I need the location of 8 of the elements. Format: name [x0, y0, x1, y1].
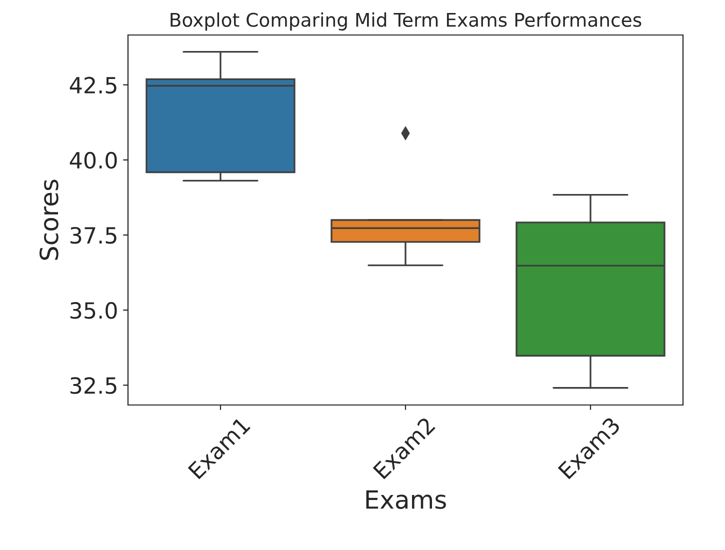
x-axis-title: Exams	[366, 490, 446, 509]
y-tick-label: 40.0	[70, 152, 117, 169]
y-tick-label: 42.5	[70, 76, 116, 94]
chart-title: Boxplot Comparing Mid Term Exams Performances	[170, 12, 642, 31]
y-axis-title: Scores	[39, 180, 58, 260]
y-tick-label: 32.5	[70, 377, 116, 394]
y-tick-label: 35.0	[70, 302, 117, 319]
y-tick-label: 37.5	[70, 226, 116, 244]
